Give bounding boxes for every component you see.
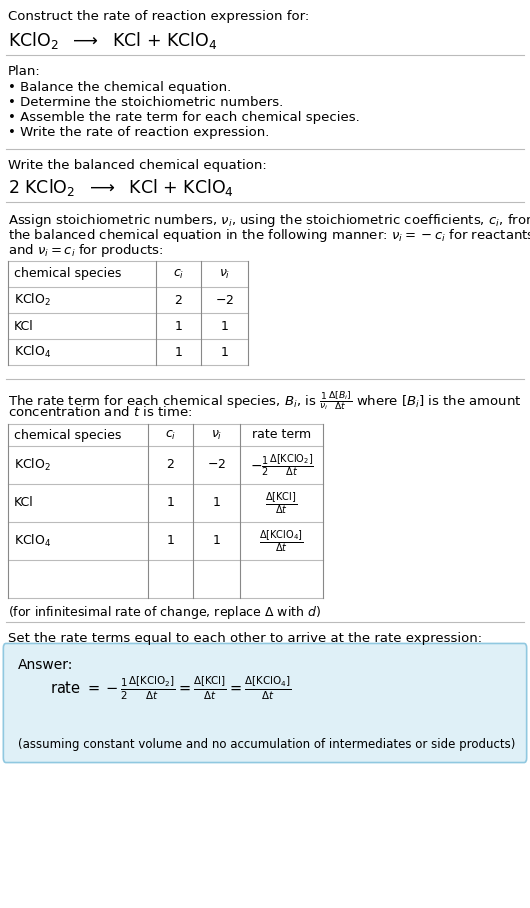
Text: Plan:: Plan: [8,65,41,78]
Text: KCl: KCl [14,320,34,332]
Text: $\frac{\Delta[\mathrm{KCl}]}{\Delta t}$: $\frac{\Delta[\mathrm{KCl}]}{\Delta t}$ [266,490,297,516]
Text: chemical species: chemical species [14,429,121,441]
Text: $-2$: $-2$ [207,459,226,471]
Text: Construct the rate of reaction expression for:: Construct the rate of reaction expressio… [8,10,309,23]
Text: rate $= -\frac{1}{2}\frac{\Delta[\mathrm{KClO_2}]}{\Delta t} = \frac{\Delta[\mat: rate $= -\frac{1}{2}\frac{\Delta[\mathrm… [50,675,292,702]
Text: KClO$_4$: KClO$_4$ [14,344,51,360]
Text: 2: 2 [174,293,182,307]
Text: Assign stoichiometric numbers, $\nu_i$, using the stoichiometric coefficients, $: Assign stoichiometric numbers, $\nu_i$, … [8,212,530,229]
Text: • Balance the chemical equation.: • Balance the chemical equation. [8,81,231,94]
Text: $\frac{\Delta[\mathrm{KClO_4}]}{\Delta t}$: $\frac{\Delta[\mathrm{KClO_4}]}{\Delta t… [259,528,304,554]
Text: $-\frac{1}{2}\frac{\Delta[\mathrm{KClO_2}]}{\Delta t}$: $-\frac{1}{2}\frac{\Delta[\mathrm{KClO_2… [250,452,313,478]
Text: • Determine the stoichiometric numbers.: • Determine the stoichiometric numbers. [8,96,283,109]
Text: Set the rate terms equal to each other to arrive at the rate expression:: Set the rate terms equal to each other t… [8,632,482,645]
Text: $c_i$: $c_i$ [173,268,184,281]
Text: 1: 1 [166,535,174,548]
Text: concentration and $t$ is time:: concentration and $t$ is time: [8,405,192,419]
Text: 1: 1 [174,346,182,359]
Text: 2 KClO$_2$  $\longrightarrow$  KCl + KClO$_4$: 2 KClO$_2$ $\longrightarrow$ KCl + KClO$… [8,177,234,198]
Text: 1: 1 [213,497,220,509]
FancyBboxPatch shape [3,644,527,763]
Text: KClO$_2$  $\longrightarrow$  KCl + KClO$_4$: KClO$_2$ $\longrightarrow$ KCl + KClO$_4… [8,30,217,51]
Text: The rate term for each chemical species, $B_i$, is $\frac{1}{\nu_i}\frac{\Delta[: The rate term for each chemical species,… [8,389,522,412]
Text: $\nu_i$: $\nu_i$ [219,268,230,281]
Text: KClO$_4$: KClO$_4$ [14,533,51,549]
Text: KCl: KCl [14,497,34,509]
Text: the balanced chemical equation in the following manner: $\nu_i = -c_i$ for react: the balanced chemical equation in the fo… [8,227,530,244]
Text: $-2$: $-2$ [215,293,234,307]
Text: (assuming constant volume and no accumulation of intermediates or side products): (assuming constant volume and no accumul… [18,738,515,751]
Text: rate term: rate term [252,429,311,441]
Text: chemical species: chemical species [14,268,121,281]
Text: Write the balanced chemical equation:: Write the balanced chemical equation: [8,159,267,172]
Text: 2: 2 [166,459,174,471]
Text: $\nu_i$: $\nu_i$ [211,429,222,441]
Text: and $\nu_i = c_i$ for products:: and $\nu_i = c_i$ for products: [8,242,164,259]
Text: (for infinitesimal rate of change, replace Δ with $d$): (for infinitesimal rate of change, repla… [8,604,321,621]
Text: 1: 1 [220,320,228,332]
Text: • Assemble the rate term for each chemical species.: • Assemble the rate term for each chemic… [8,111,360,124]
Text: • Write the rate of reaction expression.: • Write the rate of reaction expression. [8,126,269,139]
Text: $c_i$: $c_i$ [165,429,176,441]
Text: 1: 1 [213,535,220,548]
Text: KClO$_2$: KClO$_2$ [14,457,51,473]
Text: Answer:: Answer: [18,658,73,672]
Text: KClO$_2$: KClO$_2$ [14,292,51,308]
Text: 1: 1 [174,320,182,332]
Text: 1: 1 [166,497,174,509]
Text: 1: 1 [220,346,228,359]
